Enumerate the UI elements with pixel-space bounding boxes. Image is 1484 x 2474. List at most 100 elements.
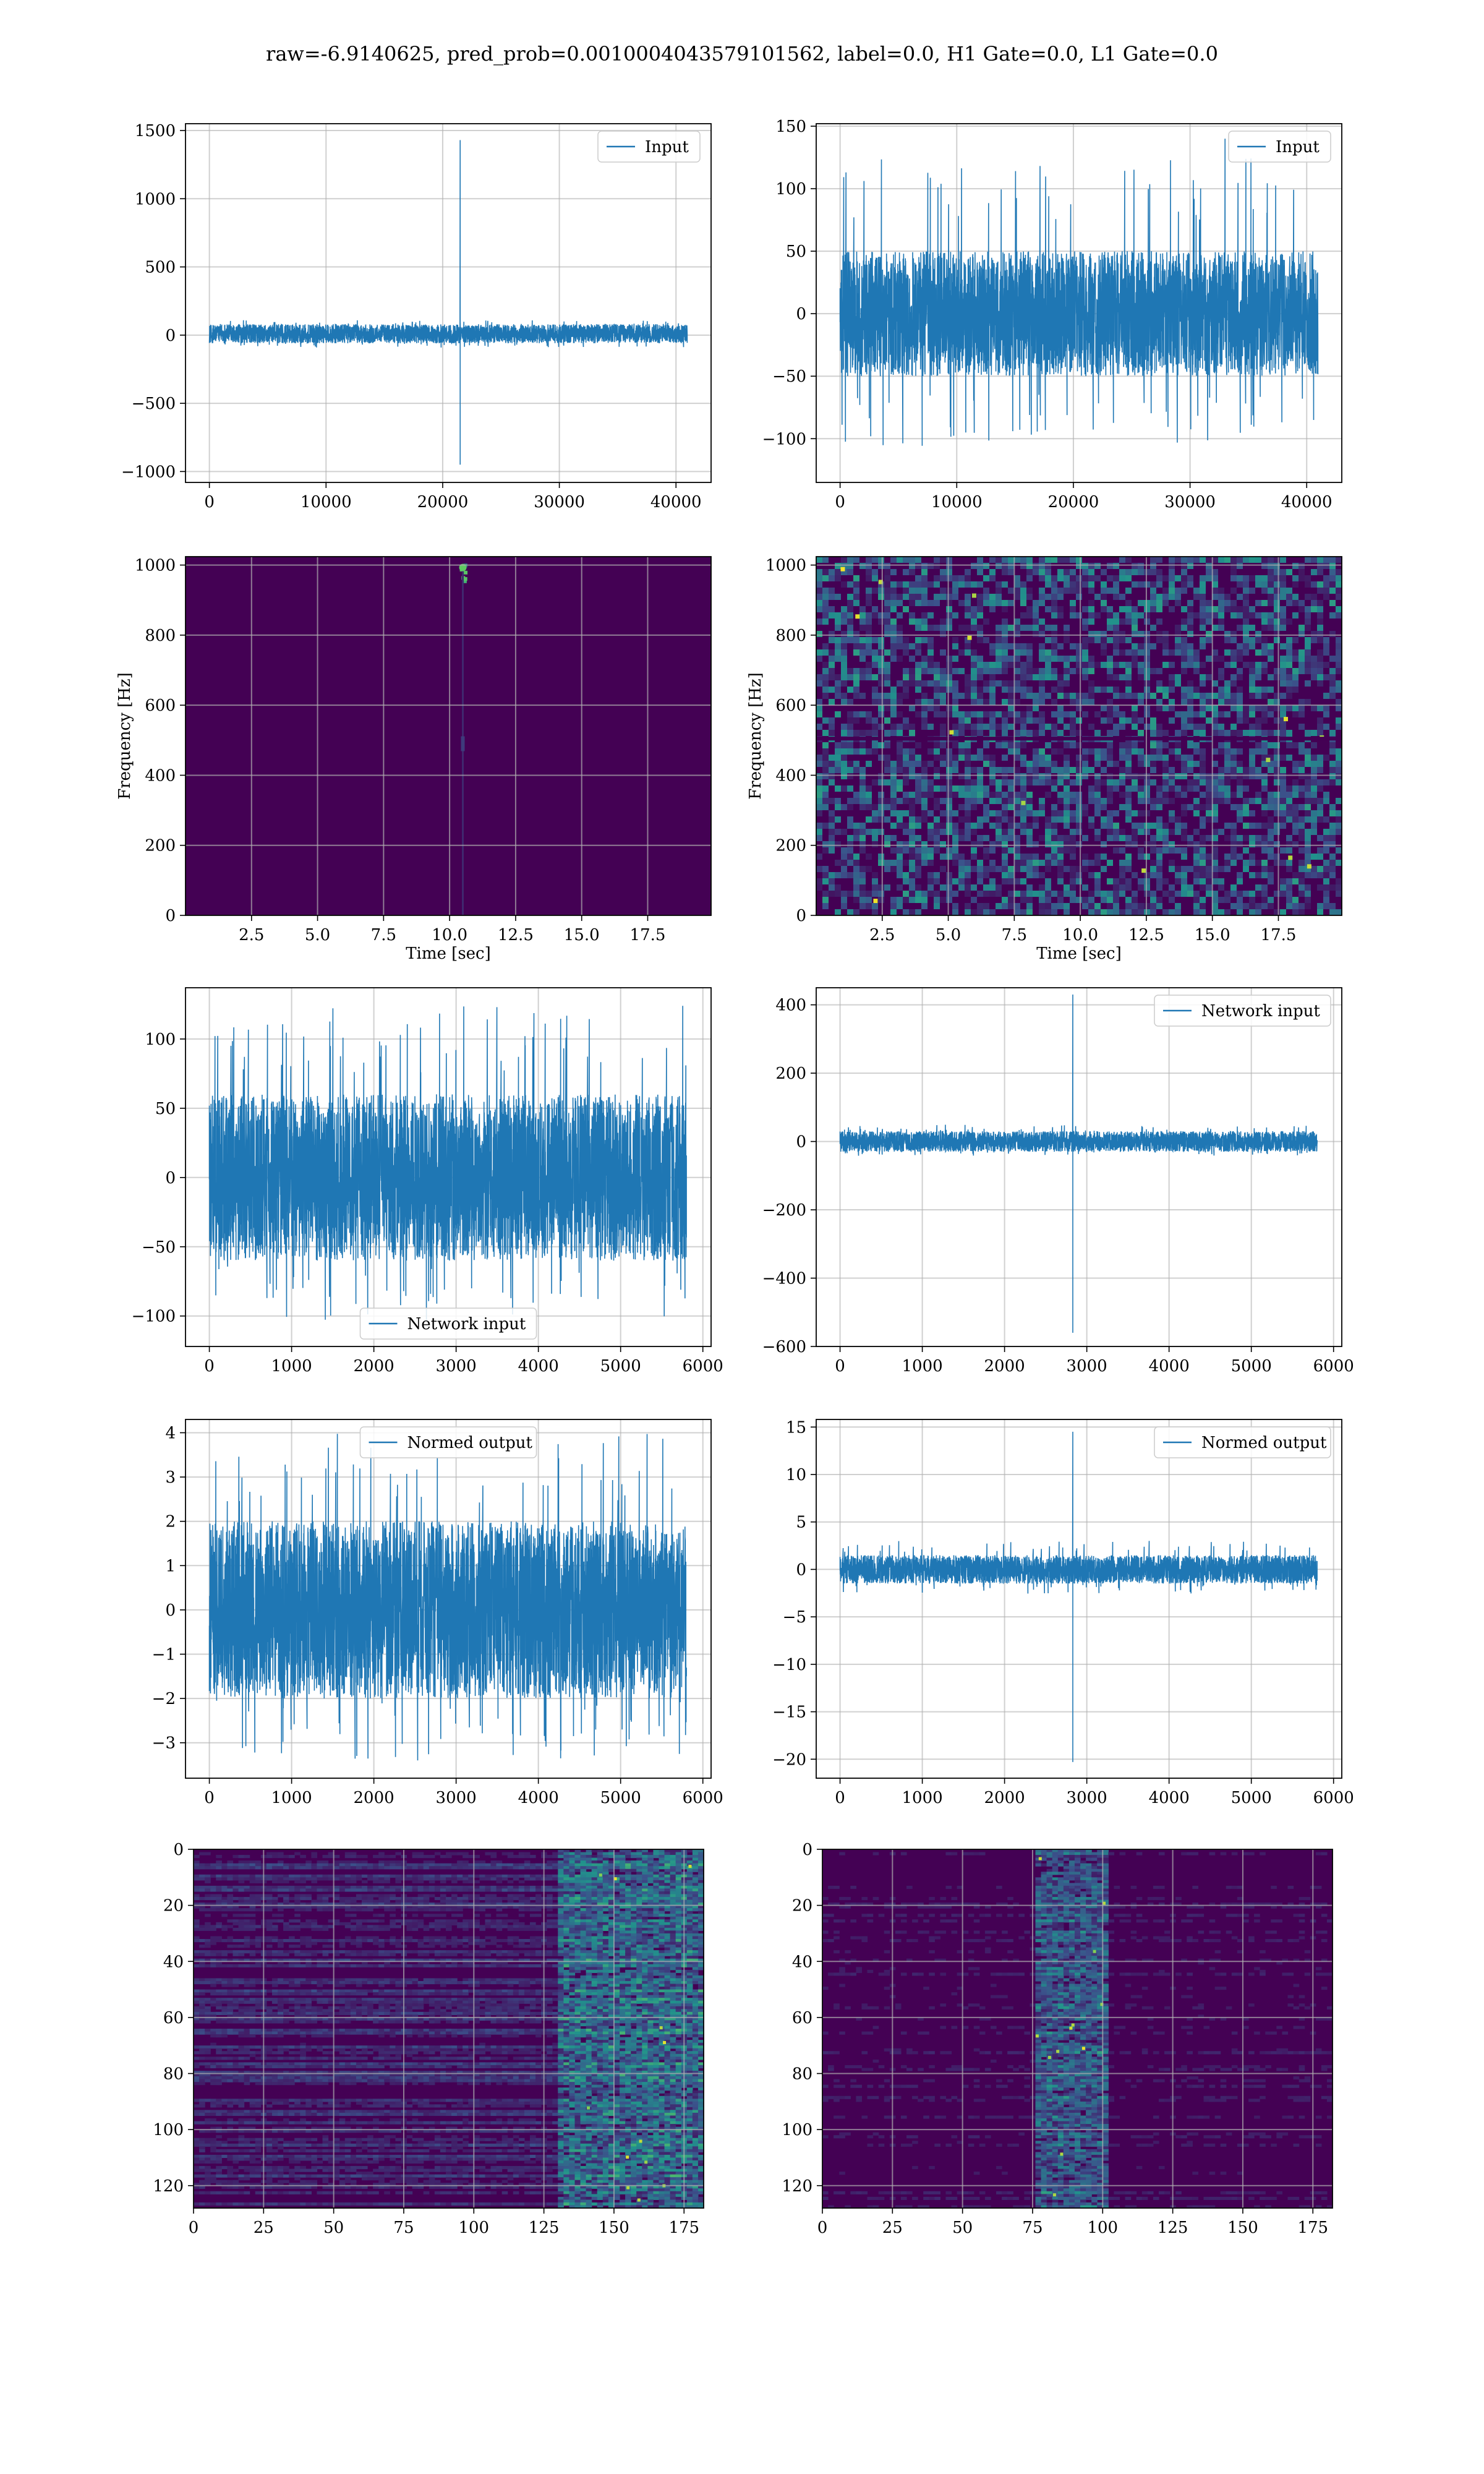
series-line xyxy=(839,1431,1318,1762)
x-tick-label: 2000 xyxy=(354,1789,394,1807)
panel-p8: 0 1000 2000 3000 4000 5000 6000 −20 −15 −10 −5 0 5 10… xyxy=(772,1418,1354,1807)
y-tick-label: 0 xyxy=(165,327,176,345)
x-tick-label: 40000 xyxy=(1281,493,1333,511)
panel-p4: 2.5 5.0 7.5 10.0 12.5 15.0 17.5 0 200 400 600 800 10… xyxy=(746,556,1342,963)
axes-frame xyxy=(816,987,1342,1347)
x-tick-label: 0 xyxy=(204,1357,215,1376)
y-tick-label: 0 xyxy=(165,907,176,925)
y-tick-label: 600 xyxy=(145,696,176,715)
legend: Normed output xyxy=(359,1426,537,1458)
legend-box xyxy=(1154,1426,1331,1458)
legend: Input xyxy=(597,131,701,163)
y-tick-label: −200 xyxy=(762,1201,806,1220)
x-tick-label: 2000 xyxy=(354,1357,394,1376)
x-tick-label: 5.0 xyxy=(305,926,330,944)
y-tick-label: −500 xyxy=(132,395,176,413)
legend: Network input xyxy=(359,1308,537,1340)
series-line xyxy=(208,1006,687,1320)
heatmap-cells xyxy=(194,1849,704,2208)
x-tick-label: 15.0 xyxy=(564,926,600,944)
x-tick-label: 7.5 xyxy=(1002,926,1027,944)
axes-frame xyxy=(185,556,712,916)
y-axis-label: Frequency [Hz] xyxy=(746,672,765,800)
y-tick-label: −20 xyxy=(772,1750,806,1769)
y-tick-label: −2 xyxy=(152,1690,176,1708)
panel-p2: 0 10000 20000 30000 40000 −100 −50 0 50 100 150 Inp… xyxy=(762,118,1342,511)
x-tick-label: 125 xyxy=(529,2219,560,2237)
plot-background xyxy=(816,988,1342,1346)
x-tick-label: 12.5 xyxy=(498,926,534,944)
y-tick-label: 400 xyxy=(775,766,806,785)
series-line xyxy=(839,994,1318,1333)
legend-box xyxy=(1228,131,1331,163)
heatmap-cells xyxy=(816,557,1342,915)
y-tick-label: 0 xyxy=(165,1601,176,1620)
y-tick-label: 0 xyxy=(802,1841,812,1859)
y-tick-label: 120 xyxy=(782,2177,812,2196)
y-tick-label: 1000 xyxy=(135,557,176,575)
y-tick-label: 20 xyxy=(163,1897,184,1915)
x-tick-label: 30000 xyxy=(1164,493,1216,511)
legend-box xyxy=(359,1308,537,1340)
x-tick-label: 1000 xyxy=(902,1789,943,1807)
x-tick-label: 4000 xyxy=(518,1357,559,1376)
y-tick-label: 1000 xyxy=(765,557,806,575)
x-axis-label: Time [sec] xyxy=(406,944,491,963)
y-tick-label: 400 xyxy=(145,766,176,785)
figure-title: raw=-6.9140625, pred_prob=0.001000404357… xyxy=(266,42,1218,66)
y-tick-label: 2 xyxy=(165,1513,176,1531)
legend-label: Normed output xyxy=(1201,1434,1327,1452)
x-tick-label: 3000 xyxy=(436,1357,477,1376)
x-tick-label: 100 xyxy=(458,2219,489,2237)
y-tick-label: 40 xyxy=(163,1953,184,1971)
y-tick-label: −1 xyxy=(152,1646,176,1664)
x-tick-label: 4000 xyxy=(518,1789,559,1807)
x-tick-label: 20000 xyxy=(417,493,469,511)
y-tick-label: 800 xyxy=(775,627,806,645)
x-tick-label: 2.5 xyxy=(239,926,264,944)
x-tick-label: 4000 xyxy=(1149,1789,1190,1807)
y-tick-label: 120 xyxy=(153,2177,184,2196)
y-axis-label: Frequency [Hz] xyxy=(116,672,134,800)
x-tick-label: 6000 xyxy=(1313,1357,1354,1376)
y-tick-label: −1000 xyxy=(121,463,176,481)
heatmap-cell xyxy=(461,736,465,751)
x-tick-label: 2.5 xyxy=(869,926,895,944)
y-tick-label: 10 xyxy=(786,1466,806,1484)
y-tick-label: 80 xyxy=(792,2065,812,2084)
x-tick-label: 125 xyxy=(1158,2219,1188,2237)
axes-frame xyxy=(185,123,712,483)
plot-background xyxy=(816,1419,1342,1778)
panel-p7: 0 1000 2000 3000 4000 5000 6000 −3 −2 −1 0 1 2 3 4 Norm… xyxy=(152,1419,723,1807)
y-tick-label: −5 xyxy=(783,1608,806,1627)
x-tick-label: 3000 xyxy=(1067,1357,1107,1376)
y-tick-label: 0 xyxy=(796,305,806,323)
y-tick-label: 200 xyxy=(775,1064,806,1083)
x-tick-label: 30000 xyxy=(534,493,585,511)
x-tick-label: 2000 xyxy=(984,1357,1025,1376)
y-tick-label: 400 xyxy=(775,996,806,1015)
series-line xyxy=(208,140,688,465)
axes-frame xyxy=(816,556,1342,916)
legend-label: Normed output xyxy=(407,1434,533,1452)
legend-label: Network input xyxy=(407,1315,526,1333)
x-tick-label: 150 xyxy=(1227,2219,1258,2237)
x-tick-label: 6000 xyxy=(683,1789,723,1807)
y-tick-label: 0 xyxy=(796,1560,806,1579)
x-tick-label: 3000 xyxy=(1067,1789,1107,1807)
x-tick-label: 10.0 xyxy=(432,926,467,944)
y-tick-label: 15 xyxy=(786,1418,806,1437)
x-tick-label: 0 xyxy=(817,2219,828,2237)
x-tick-label: 25 xyxy=(882,2219,903,2237)
panel-p6: 0 1000 2000 3000 4000 5000 6000 −600 −400 −200 0 20… xyxy=(762,987,1354,1376)
x-tick-label: 12.5 xyxy=(1128,926,1164,944)
x-tick-label: 7.5 xyxy=(371,926,396,944)
panel-p10: 0 25 50 75 100 125 150 175 0 20 40 60 80 100 120 xyxy=(782,1841,1333,2237)
x-tick-label: 50 xyxy=(323,2219,344,2237)
x-tick-label: 1000 xyxy=(271,1789,312,1807)
axes-frame xyxy=(185,1419,712,1779)
y-tick-label: 50 xyxy=(786,242,806,261)
panel-p9: 0 25 50 75 100 125 150 175 0 20 40 60 80 100 120 xyxy=(153,1841,704,2237)
legend-label: Input xyxy=(645,138,689,156)
y-tick-label: 1000 xyxy=(135,190,176,208)
